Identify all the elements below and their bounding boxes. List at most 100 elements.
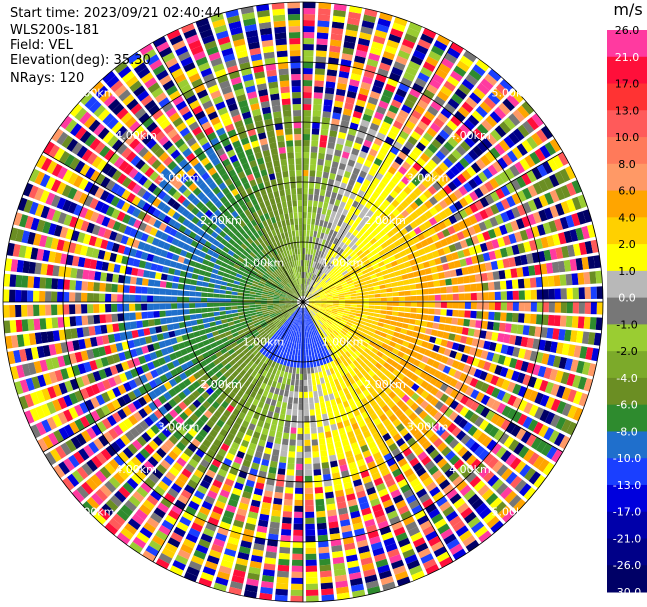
- velocity-gate: [112, 274, 119, 283]
- velocity-gate: [457, 343, 466, 353]
- velocity-gate: [484, 181, 495, 192]
- velocity-gate: [491, 387, 501, 398]
- velocity-gate: [94, 325, 102, 335]
- velocity-gate: [310, 310, 315, 316]
- velocity-gate: [342, 367, 349, 375]
- velocity-gate: [400, 510, 412, 521]
- velocity-gate: [404, 408, 414, 417]
- velocity-gate: [452, 302, 459, 309]
- velocity-gate: [326, 75, 337, 83]
- velocity-gate: [317, 528, 328, 536]
- velocity-gate: [380, 94, 392, 104]
- velocity-gate: [314, 68, 325, 75]
- velocity-gate: [411, 109, 422, 120]
- velocity-gate: [495, 446, 507, 459]
- velocity-gate: [319, 292, 326, 296]
- velocity-gate: [299, 379, 303, 386]
- velocity-gate: [309, 279, 313, 286]
- velocity-gate: [419, 493, 431, 504]
- velocity-gate: [384, 136, 395, 146]
- velocity-gate: [294, 511, 303, 518]
- velocity-gate: [320, 582, 334, 590]
- velocity-gate: [403, 318, 410, 324]
- velocity-gate: [475, 320, 482, 329]
- velocity-gate: [315, 314, 321, 319]
- velocity-gate: [306, 236, 310, 243]
- velocity-gate: [345, 29, 358, 38]
- velocity-gate: [410, 211, 419, 220]
- velocity-gate: [255, 295, 262, 298]
- velocity-gate: [288, 445, 296, 452]
- velocity-gate: [348, 178, 356, 187]
- velocity-gate: [311, 289, 317, 294]
- velocity-gate: [345, 425, 353, 433]
- velocity-gate: [375, 482, 386, 492]
- velocity-gate: [519, 483, 532, 497]
- velocity-gate: [346, 211, 354, 219]
- velocity-gate: [547, 158, 559, 172]
- velocity-gate: [165, 317, 173, 324]
- velocity-gate: [411, 331, 419, 338]
- velocity-gate: [331, 223, 337, 231]
- velocity-gate: [409, 457, 420, 467]
- velocity-gate: [333, 106, 343, 114]
- velocity-gate: [81, 292, 88, 302]
- velocity-gate: [331, 275, 337, 281]
- velocity-gate: [548, 430, 560, 444]
- velocity-gate: [373, 313, 380, 318]
- velocity-gate: [331, 21, 345, 29]
- velocity-gate: [319, 309, 325, 313]
- velocity-gate: [306, 284, 309, 291]
- velocity-gate: [528, 265, 536, 276]
- velocity-gate: [417, 38, 432, 50]
- velocity-gate: [526, 117, 539, 131]
- velocity-gate: [548, 220, 558, 233]
- velocity-gate: [520, 361, 529, 372]
- velocity-gate: [207, 298, 214, 302]
- velocity-gate: [327, 342, 333, 349]
- velocity-gate: [354, 208, 361, 216]
- velocity-gate: [504, 168, 515, 180]
- velocity-gate: [347, 257, 354, 264]
- velocity-gate: [345, 450, 354, 458]
- velocity-gate: [414, 217, 423, 226]
- velocity-gate: [348, 128, 357, 136]
- velocity-gate: [111, 283, 118, 293]
- velocity-gate: [469, 413, 480, 424]
- velocity-gate: [63, 291, 70, 302]
- velocity-gate: [317, 277, 322, 284]
- velocity-gate: [449, 378, 458, 388]
- velocity-gate: [361, 562, 375, 572]
- velocity-gate: [214, 316, 221, 321]
- velocity-gate: [335, 246, 342, 254]
- velocity-gate: [411, 504, 423, 515]
- velocity-gate: [397, 49, 411, 60]
- velocity-gate: [420, 254, 429, 262]
- velocity-gate: [392, 395, 401, 404]
- velocity-gate: [351, 516, 362, 525]
- velocity-gate: [249, 305, 256, 308]
- velocity-gate: [561, 245, 570, 258]
- velocity-gate: [550, 341, 558, 353]
- velocity-gate: [361, 311, 369, 315]
- velocity-gate: [426, 252, 434, 260]
- velocity-gate: [414, 277, 422, 283]
- velocity-gate: [33, 276, 41, 289]
- velocity-gate: [332, 345, 339, 352]
- velocity-gate: [462, 535, 476, 547]
- velocity-gate: [311, 274, 315, 280]
- velocity-gate: [460, 140, 471, 152]
- velocity-gate: [117, 313, 124, 322]
- velocity-gate: [426, 274, 434, 281]
- velocity-gate: [361, 20, 375, 29]
- velocity-gate: [372, 374, 380, 382]
- velocity-gate: [342, 400, 350, 408]
- velocity-gate: [401, 38, 415, 49]
- velocity-gate: [413, 345, 421, 352]
- velocity-gate: [329, 236, 335, 243]
- velocity-gate: [450, 115, 462, 127]
- velocity-gate: [337, 311, 344, 315]
- velocity-gate: [189, 297, 196, 302]
- velocity-gate: [159, 303, 166, 310]
- velocity-gate: [440, 107, 453, 119]
